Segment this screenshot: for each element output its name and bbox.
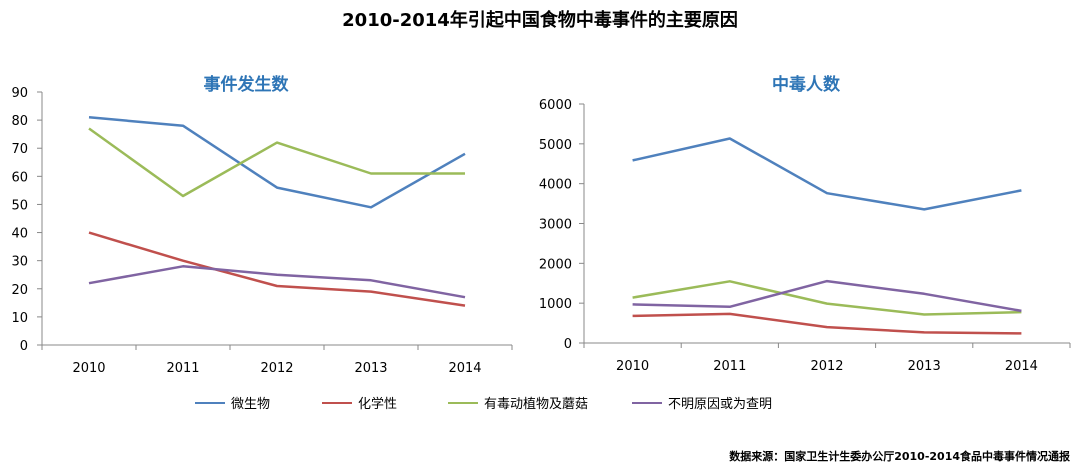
y-tick-label: 50 bbox=[11, 198, 28, 213]
x-tick-label: 2011 bbox=[166, 361, 199, 376]
series-line-化学性 bbox=[88, 231, 466, 307]
x-tick-label: 2012 bbox=[810, 359, 843, 374]
series-line-不明原因或为查明 bbox=[632, 279, 1022, 313]
y-tick-label: 0 bbox=[564, 337, 572, 352]
legend-swatch bbox=[632, 401, 662, 404]
y-tick-label: 2000 bbox=[539, 257, 572, 272]
legend-swatch bbox=[322, 401, 352, 404]
y-tick-label: 30 bbox=[11, 255, 28, 270]
x-tick-label: 2010 bbox=[616, 359, 649, 374]
chart-title: 中毒人数 bbox=[772, 74, 841, 95]
y-tick-label: 10 bbox=[11, 311, 28, 326]
legend-item: 化学性 bbox=[322, 393, 397, 412]
y-tick-label: 20 bbox=[11, 283, 28, 298]
x-tick-label: 2013 bbox=[354, 361, 387, 376]
x-tick-label: 2014 bbox=[448, 361, 481, 376]
chart-1: 事件发生数 0 10 20 30 40 50 60 70 80 90 2010 2011 2012 2013… bbox=[11, 74, 513, 376]
series-line-化学性 bbox=[632, 312, 1022, 335]
series-line-微生物 bbox=[88, 116, 466, 209]
legend-label: 化学性 bbox=[358, 397, 398, 412]
series-line-有毒动植物及蘑菇 bbox=[88, 127, 465, 198]
x-tick-label: 2012 bbox=[260, 361, 293, 376]
x-tick-label: 2011 bbox=[713, 359, 746, 374]
legend-swatch bbox=[448, 401, 478, 404]
data-source-note: 数据来源：国家卫生计生委办公厅2010-2014食品中毒事件情况通报 bbox=[729, 450, 1070, 463]
legend: 微生物 化学性 有毒动植物及蘑菇 不明原因或为查明 bbox=[0, 393, 1080, 413]
y-tick-label: 0 bbox=[20, 339, 28, 354]
legend-item: 有毒动植物及蘑菇 bbox=[448, 393, 588, 412]
legend-label: 不明原因或为查明 bbox=[668, 397, 773, 412]
series-line-有毒动植物及蘑菇 bbox=[632, 280, 1022, 316]
y-tick-label: 70 bbox=[11, 142, 28, 157]
y-tick-label: 3000 bbox=[539, 218, 572, 233]
x-tick-label: 2010 bbox=[72, 361, 105, 376]
y-tick-label: 5000 bbox=[539, 138, 572, 153]
series-line-微生物 bbox=[632, 137, 1022, 211]
y-tick-label: 40 bbox=[11, 227, 28, 242]
legend-item: 不明原因或为查明 bbox=[632, 393, 772, 412]
y-tick-label: 90 bbox=[11, 86, 28, 101]
legend-item: 微生物 bbox=[195, 393, 270, 412]
x-tick-label: 2013 bbox=[908, 359, 941, 374]
y-tick-label: 4000 bbox=[539, 178, 572, 193]
y-tick-label: 60 bbox=[11, 170, 28, 185]
x-tick-label: 2014 bbox=[1005, 359, 1038, 374]
y-tick-label: 1000 bbox=[539, 297, 572, 312]
legend-label: 有毒动植物及蘑菇 bbox=[484, 397, 589, 412]
series-line-不明原因或为查明 bbox=[88, 265, 466, 299]
chart-2: 中毒人数 0 1000 2000 3000 4000 5000 6000 2010 2011 201… bbox=[539, 74, 1071, 374]
chart-title: 事件发生数 bbox=[204, 74, 290, 95]
legend-label: 微生物 bbox=[231, 397, 271, 412]
legend-swatch bbox=[195, 401, 225, 404]
y-tick-label: 6000 bbox=[539, 98, 572, 113]
main-title: 2010-2014年引起中国食物中毒事件的主要原因 bbox=[342, 10, 738, 31]
y-tick-label: 80 bbox=[11, 114, 28, 129]
